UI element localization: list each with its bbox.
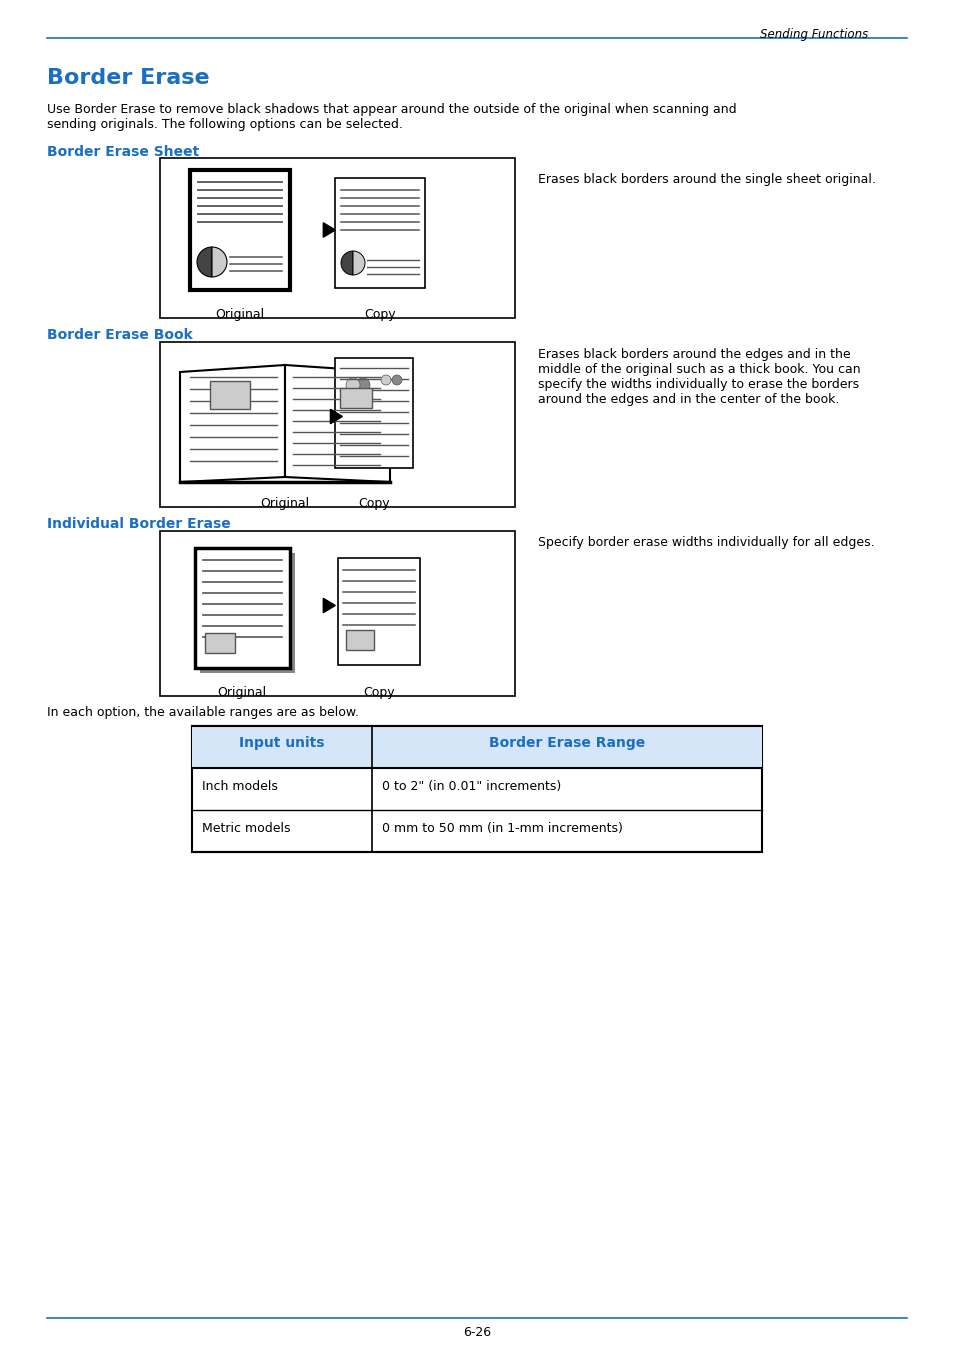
Wedge shape bbox=[196, 247, 212, 277]
Polygon shape bbox=[285, 364, 390, 482]
Text: In each option, the available ranges are as below.: In each option, the available ranges are… bbox=[47, 706, 358, 720]
Text: Original: Original bbox=[217, 686, 266, 699]
Bar bbox=[192, 726, 761, 768]
Bar bbox=[335, 178, 424, 288]
Bar bbox=[194, 548, 290, 668]
Text: Erases black borders around the single sheet original.: Erases black borders around the single s… bbox=[537, 173, 875, 186]
Bar bbox=[205, 633, 234, 653]
Text: Input units: Input units bbox=[239, 736, 324, 751]
Bar bbox=[160, 342, 515, 508]
Text: Copy: Copy bbox=[363, 686, 395, 699]
Text: Border Erase Range: Border Erase Range bbox=[488, 736, 644, 751]
Circle shape bbox=[380, 375, 391, 385]
Text: Specify border erase widths individually for all edges.: Specify border erase widths individually… bbox=[537, 536, 874, 549]
Bar bbox=[210, 381, 250, 409]
Text: Copy: Copy bbox=[364, 308, 395, 321]
Text: Use Border Erase to remove black shadows that appear around the outside of the o: Use Border Erase to remove black shadows… bbox=[47, 103, 736, 131]
Bar bbox=[337, 558, 419, 666]
Text: 0 to 2" (in 0.01" increments): 0 to 2" (in 0.01" increments) bbox=[381, 780, 560, 792]
Bar bbox=[200, 554, 294, 674]
Bar bbox=[192, 726, 761, 852]
Polygon shape bbox=[180, 364, 285, 482]
Text: 6-26: 6-26 bbox=[462, 1326, 491, 1339]
Text: Individual Border Erase: Individual Border Erase bbox=[47, 517, 231, 531]
Bar bbox=[339, 387, 372, 408]
Text: Border Erase: Border Erase bbox=[47, 68, 210, 88]
Text: Original: Original bbox=[215, 308, 264, 321]
Bar bbox=[160, 158, 515, 319]
Text: Sending Functions: Sending Functions bbox=[760, 28, 867, 40]
Wedge shape bbox=[353, 251, 365, 275]
Circle shape bbox=[346, 378, 359, 392]
Text: Original: Original bbox=[260, 497, 309, 510]
Polygon shape bbox=[323, 598, 335, 613]
Polygon shape bbox=[323, 223, 335, 238]
Polygon shape bbox=[330, 409, 342, 424]
Wedge shape bbox=[212, 247, 227, 277]
Bar bbox=[160, 531, 515, 697]
Circle shape bbox=[392, 375, 401, 385]
Text: Border Erase Sheet: Border Erase Sheet bbox=[47, 144, 199, 159]
Bar bbox=[335, 358, 413, 468]
Bar bbox=[190, 170, 290, 290]
Wedge shape bbox=[340, 251, 353, 275]
Text: Border Erase Book: Border Erase Book bbox=[47, 328, 193, 342]
Circle shape bbox=[355, 378, 370, 392]
Text: Erases black borders around the edges and in the
middle of the original such as : Erases black borders around the edges an… bbox=[537, 348, 860, 406]
Bar bbox=[346, 630, 374, 649]
Text: 0 mm to 50 mm (in 1-mm increments): 0 mm to 50 mm (in 1-mm increments) bbox=[381, 822, 622, 836]
Text: Inch models: Inch models bbox=[202, 780, 277, 792]
Text: Copy: Copy bbox=[357, 497, 390, 510]
Text: Metric models: Metric models bbox=[202, 822, 291, 836]
